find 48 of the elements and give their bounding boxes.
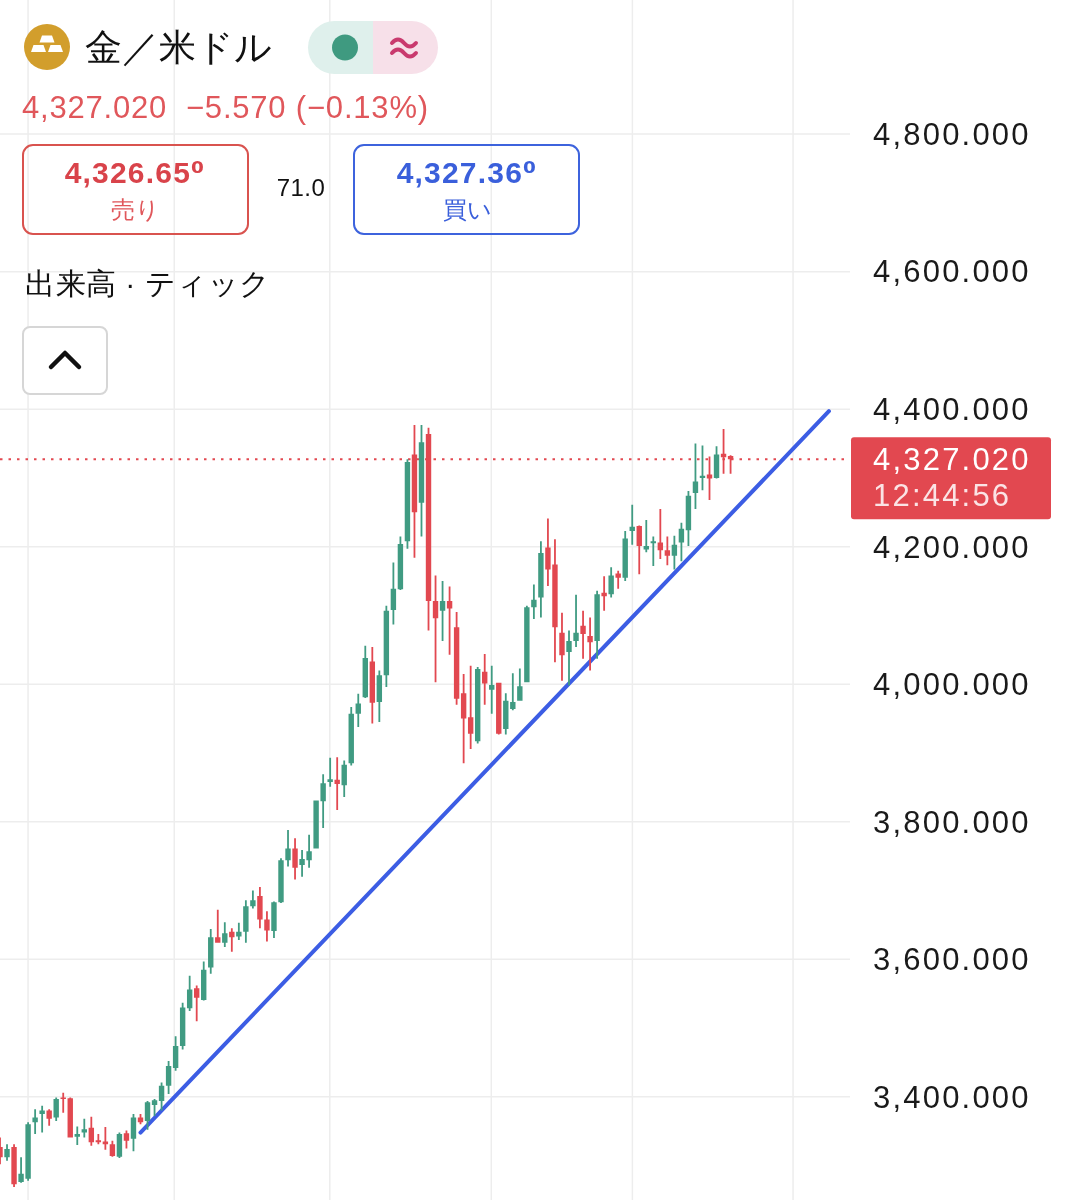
candlestick <box>236 922 242 941</box>
candlestick <box>580 610 586 659</box>
candlestick <box>573 594 579 648</box>
candlestick <box>601 576 607 611</box>
text: 金／米ドル <box>85 25 272 69</box>
annotation: 4,326.65⁰ <box>64 155 206 189</box>
candlestick <box>264 911 270 942</box>
candlestick <box>74 1126 80 1145</box>
candlestick <box>467 665 474 749</box>
y-tick-label: 4,000.000 <box>873 667 1031 703</box>
candlestick <box>334 757 340 811</box>
y-tick-label: 4,600.000 <box>873 254 1031 290</box>
candlestick <box>517 668 523 701</box>
candlestick <box>650 536 657 566</box>
y-tick-label: 4,800.000 <box>873 116 1031 152</box>
candlestick <box>32 1109 38 1134</box>
candlestick <box>285 830 291 867</box>
candlestick <box>510 673 516 711</box>
y-tick-label: 3,400.000 <box>873 1079 1031 1115</box>
candlestick <box>587 617 593 671</box>
candlestick <box>566 630 572 686</box>
y-tick-label: 3,800.000 <box>873 804 1031 840</box>
candlestick <box>559 612 565 681</box>
y-tick-label: 4,200.000 <box>873 529 1031 565</box>
y-tick-label: 3,600.000 <box>873 942 1031 978</box>
annotation: 買い <box>442 196 492 224</box>
annotation: 71.0 <box>276 174 326 202</box>
annotation: 4,327.36⁰ <box>396 155 538 189</box>
candlestick <box>215 909 221 943</box>
annotation: 出来高 · ティック <box>25 266 271 300</box>
annotation: 売り <box>110 196 160 224</box>
candlestick <box>102 1127 109 1150</box>
y-tick-label: 4,400.000 <box>873 392 1031 428</box>
candlestick <box>615 570 621 589</box>
candlestick <box>39 1105 45 1133</box>
candlestick <box>664 536 671 566</box>
candlestick <box>327 757 333 787</box>
candlestick <box>629 504 635 545</box>
candlestick <box>81 1118 87 1138</box>
candlestick <box>60 1092 66 1113</box>
candlestick <box>229 928 235 952</box>
text: 4,327.020 −5.570 (−0.13%) <box>22 89 429 125</box>
candlestick <box>643 519 649 553</box>
ref-line-label: 4,327.020 12:44:56 <box>873 442 1031 514</box>
candlestick <box>292 838 298 880</box>
candlestick <box>531 584 537 619</box>
candlestick <box>489 665 495 714</box>
candlestick <box>657 508 664 560</box>
